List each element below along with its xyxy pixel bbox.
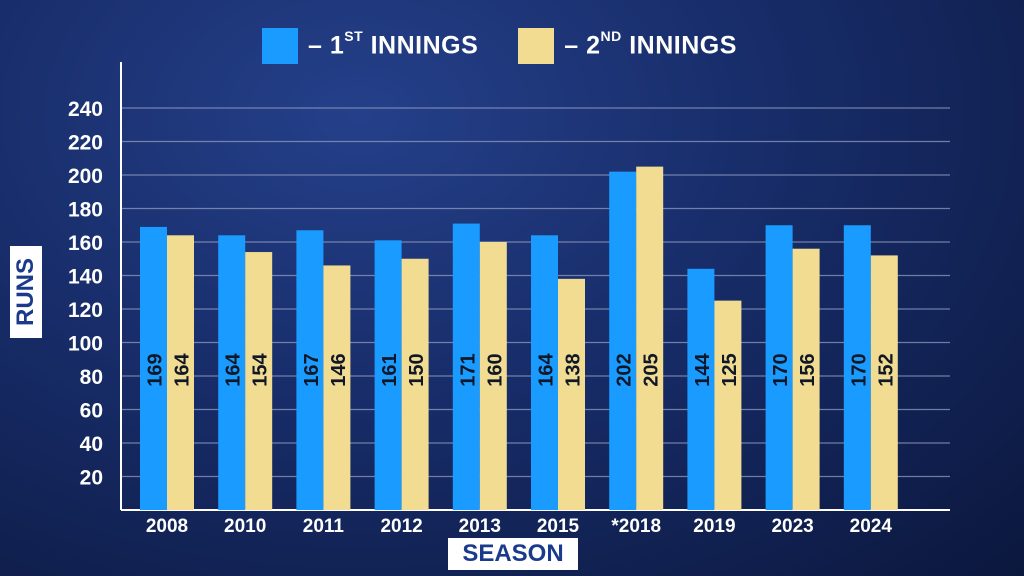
bar-first-innings [609, 171, 637, 510]
y-axis-title: RUNS [10, 246, 42, 338]
y-tick-label: 60 [80, 400, 103, 423]
x-tick-label: 2015 [537, 516, 580, 537]
x-tick-label: 2008 [146, 516, 188, 537]
bar-value-label: 202 [614, 353, 636, 386]
bar-second-innings [558, 278, 585, 510]
bar-second-innings [401, 258, 429, 510]
x-tick-label: 2023 [771, 516, 813, 537]
bar-value-label: 170 [770, 353, 792, 386]
legend-item-first-innings: – 1ST INNINGS [262, 28, 478, 64]
x-tick-label: 2011 [303, 516, 345, 537]
bar-value-label: 161 [379, 353, 401, 386]
y-tick-label: 20 [80, 467, 103, 490]
bar-second-innings [870, 255, 898, 510]
bar-first-innings [296, 230, 324, 510]
bar-value-label: 146 [328, 353, 350, 386]
y-tick-label: 140 [68, 266, 103, 289]
bar-value-label: 170 [848, 353, 870, 386]
bar-value-label: 156 [797, 353, 819, 386]
bar-first-innings [218, 235, 246, 511]
bar-value-label: 150 [406, 353, 428, 386]
y-tick-label: 160 [68, 232, 103, 255]
y-tick-label: 200 [68, 165, 103, 188]
bar-second-innings [479, 242, 507, 510]
bar-second-innings [167, 235, 194, 511]
bar-value-label: 169 [145, 353, 167, 386]
y-tick-label: 100 [68, 333, 103, 356]
bar-value-label: 160 [484, 353, 506, 386]
bar-value-label: 164 [223, 352, 245, 386]
bar-value-label: 152 [875, 353, 897, 386]
bar-value-label: 164 [536, 352, 558, 386]
legend-label-first-innings: – 1ST INNINGS [308, 28, 479, 60]
bar-value-label: 164 [172, 352, 194, 386]
x-tick-label: 2010 [224, 516, 266, 537]
y-tick-label: 240 [68, 98, 103, 121]
bar-first-innings [374, 240, 402, 510]
bar-second-innings [636, 166, 664, 510]
bar-first-innings [531, 235, 558, 511]
bar-first-innings [687, 268, 715, 510]
x-tick-label: 2012 [380, 516, 422, 537]
x-tick-label: *2018 [611, 516, 661, 537]
bar-value-label: 144 [692, 352, 714, 386]
bar-second-innings [323, 265, 351, 510]
legend-item-second-innings: – 2ND INNINGS [518, 28, 737, 64]
legend-label-second-innings: – 2ND INNINGS [564, 28, 737, 60]
bar-value-label: 167 [301, 353, 323, 386]
legend-swatch-second-innings [518, 28, 555, 64]
bar-value-label: 154 [250, 352, 272, 386]
legend-swatch-first-innings [262, 28, 298, 64]
y-tick-label: 80 [80, 366, 103, 389]
bar-value-label: 171 [457, 353, 479, 386]
y-tick-label: 120 [68, 299, 103, 322]
x-axis-title: SEASON [448, 538, 578, 570]
bar-first-innings [140, 226, 167, 511]
x-tick-label: 2024 [850, 516, 893, 537]
bar-value-label: 205 [641, 353, 663, 386]
bar-value-label: 125 [719, 353, 741, 386]
bar-second-innings [245, 252, 273, 511]
bar-second-innings [792, 248, 820, 510]
bar-value-label: 138 [563, 353, 585, 386]
bar-first-innings [452, 223, 480, 510]
x-tick-label: 2019 [693, 516, 735, 537]
y-tick-label: 40 [80, 433, 103, 456]
legend: – 1ST INNINGS – 2ND INNINGS [262, 28, 777, 64]
x-tick-label: 2013 [459, 516, 501, 537]
y-tick-label: 220 [68, 132, 103, 155]
y-tick-label: 180 [68, 199, 103, 222]
bar-first-innings [843, 225, 871, 510]
bar-second-innings [714, 300, 742, 510]
bar-first-innings [765, 225, 793, 510]
